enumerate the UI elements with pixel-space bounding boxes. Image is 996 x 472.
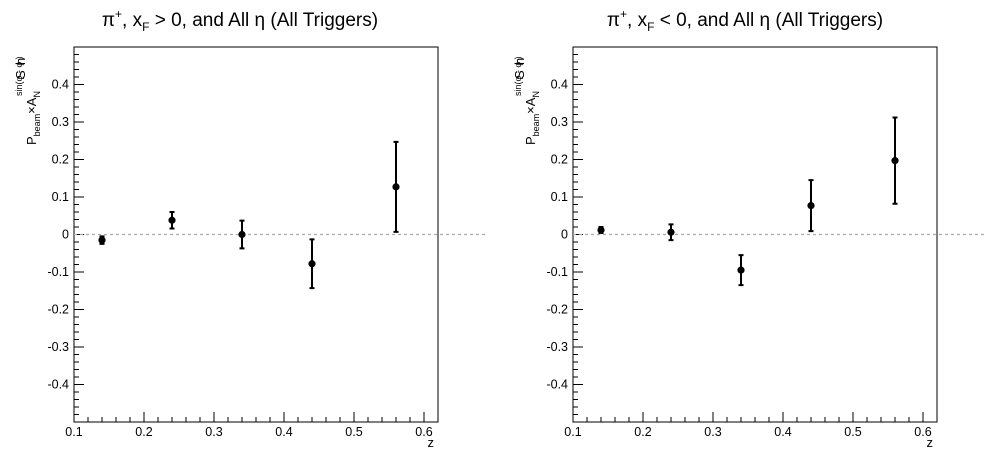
x-tick-label: 0.5: [345, 425, 362, 439]
y-axis-label-text: Pbeam×AN: [523, 91, 541, 145]
title-part: π: [607, 10, 620, 31]
data-point: [807, 202, 815, 210]
x-tick-label: 0.1: [564, 425, 581, 439]
chart-panel-2: π+, xF < 0, and All η (All Triggers) -0.4…: [512, 7, 985, 450]
title-part: , x: [627, 10, 648, 31]
y-label-sup-sub-h: h: [13, 58, 28, 65]
data-point-group-1: [597, 226, 605, 234]
y-label-superscript: sin(φ - φ ): [14, 56, 24, 96]
title-superscript: +: [115, 7, 122, 21]
y-tick-label: -0.3: [546, 340, 568, 354]
data-point: [238, 230, 246, 239]
data-point-group-2: [667, 223, 675, 242]
data-point-group-1: [98, 235, 106, 245]
data-point: [308, 260, 316, 268]
y-tick-label: -0.2: [47, 303, 69, 317]
y-tick-label: -0.1: [546, 265, 568, 279]
y-label-part: ×A: [523, 97, 538, 114]
data-point-group-5: [392, 140, 400, 233]
x-axis-label: z: [927, 435, 934, 450]
x-tick-label: 0.2: [634, 425, 651, 439]
y-tick-label: 0.1: [551, 190, 568, 204]
title-part: , x: [122, 10, 143, 31]
x-tick-label: 0.4: [774, 425, 791, 439]
data-point: [737, 266, 745, 274]
y-tick-label: -0.2: [546, 303, 568, 317]
chart-panel-1: π+, xF > 0, and All η (All Triggers) -0.4…: [13, 7, 486, 450]
data-point: [667, 228, 675, 236]
x-tick-label: 0.5: [844, 425, 861, 439]
x-tick-label: 0.1: [65, 425, 82, 439]
y-label-superscript: sin(φ - φ ): [513, 56, 523, 96]
y-tick-label: -0.3: [47, 340, 69, 354]
data-point-group-3: [238, 219, 246, 250]
x-tick-label: 0.6: [415, 425, 432, 439]
y-label-part: P: [24, 136, 39, 145]
x-tick-label: 0.4: [275, 425, 292, 439]
x-tick-label: 0.3: [205, 425, 222, 439]
y-tick-label: 0.2: [551, 153, 568, 167]
y-tick-label: -0.1: [47, 265, 69, 279]
title-superscript: +: [620, 7, 627, 21]
data-point: [891, 157, 899, 165]
data-point: [597, 226, 605, 234]
data-point: [392, 183, 400, 191]
title-part: < 0, and All η (All Triggers): [654, 10, 883, 31]
y-tick-label: 0.1: [52, 190, 69, 204]
data-point-group-3: [737, 254, 745, 287]
title-part: > 0, and All η (All Triggers): [149, 10, 378, 31]
title-subscript: F: [647, 20, 654, 34]
y-axis-label-text: Pbeam×AN: [24, 91, 42, 145]
data-point-group-4: [807, 179, 815, 233]
data-point: [98, 236, 106, 244]
x-axis-label: z: [428, 435, 435, 450]
y-label-part: P: [523, 136, 538, 145]
chart-title: π+, xF < 0, and All η (All Triggers): [607, 7, 883, 34]
y-label-subscript: N: [531, 91, 541, 98]
y-label-subscript: beam: [32, 114, 42, 137]
y-tick-label: 0.3: [52, 115, 69, 129]
data-point: [168, 216, 176, 224]
x-tick-label: 0.3: [704, 425, 721, 439]
y-tick-label: 0.4: [551, 78, 568, 92]
data-point-group-4: [308, 238, 316, 290]
data-point-group-5: [891, 116, 899, 205]
y-tick-label: 0.4: [52, 78, 69, 92]
y-label-part: ×A: [24, 97, 39, 114]
title-subscript: F: [142, 20, 149, 34]
y-label-subscript: N: [32, 91, 42, 98]
y-tick-label: 0: [62, 228, 69, 242]
title-part: π: [102, 10, 115, 31]
y-label-sup-sub-s: S: [13, 70, 28, 79]
y-label-sup-sub-h: h: [512, 58, 527, 65]
y-tick-label: -0.4: [47, 378, 69, 392]
chart-title: π+, xF > 0, and All η (All Triggers): [102, 7, 378, 34]
y-label-sup-sub-s: S: [512, 70, 527, 79]
y-tick-label: -0.4: [546, 378, 568, 392]
y-tick-label: 0: [561, 228, 568, 242]
data-point-group-2: [168, 211, 176, 230]
x-tick-label: 0.6: [914, 425, 931, 439]
x-tick-label: 0.2: [135, 425, 152, 439]
y-label-subscript: beam: [531, 114, 541, 137]
y-tick-label: 0.2: [52, 153, 69, 167]
y-tick-label: 0.3: [551, 115, 568, 129]
